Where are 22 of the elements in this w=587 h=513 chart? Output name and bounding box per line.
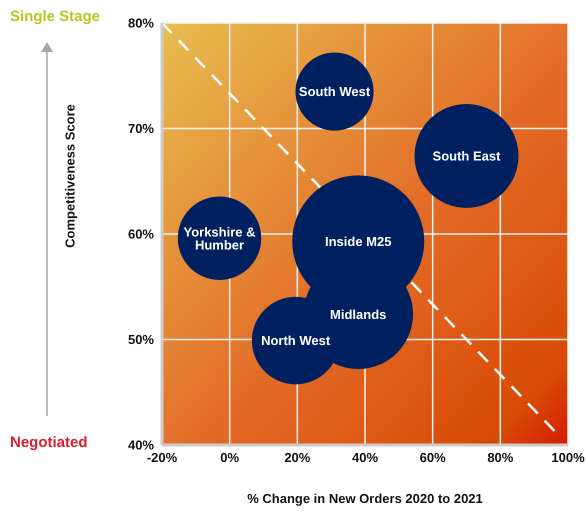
x-tick-label: 40% xyxy=(352,450,378,466)
text: Single Stage xyxy=(10,8,100,25)
y-tick-label: 60% xyxy=(128,226,154,242)
series-label: South East xyxy=(432,148,502,164)
series-label: Inside M25 xyxy=(325,234,392,249)
y-tick-label: 40% xyxy=(128,438,154,453)
y-tick-label: 80% xyxy=(128,16,154,31)
series-label: South West xyxy=(298,84,371,100)
x-axis-title: % Change in New Orders 2020 to 2021 xyxy=(247,491,483,506)
y-axis-title: Competitiveness Score xyxy=(62,104,78,248)
x-tick-label: 20% xyxy=(284,450,311,466)
x-tick-label: 60% xyxy=(420,450,446,466)
x-tick-label: 100% xyxy=(551,450,586,466)
series-label: North West xyxy=(261,333,331,348)
text: Negotiated xyxy=(10,434,88,451)
y-tick-label: 70% xyxy=(128,121,154,136)
series-label: Midlands xyxy=(330,306,386,322)
x-tick-label: 0% xyxy=(220,450,240,466)
y-tick-label: 50% xyxy=(128,332,154,348)
x-tick-label: -20% xyxy=(146,450,178,466)
x-tick-label: 80% xyxy=(487,450,514,466)
series-label: Yorkshire & Humber xyxy=(184,224,256,252)
